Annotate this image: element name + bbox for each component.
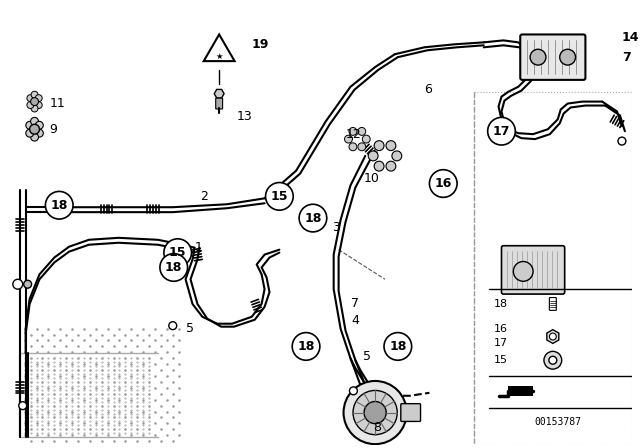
Circle shape	[358, 128, 365, 135]
Circle shape	[353, 391, 397, 435]
Polygon shape	[214, 90, 224, 98]
Polygon shape	[204, 34, 235, 61]
Circle shape	[24, 280, 31, 288]
Circle shape	[31, 133, 38, 141]
Text: 18: 18	[389, 340, 406, 353]
Circle shape	[530, 49, 546, 65]
Text: 19: 19	[252, 38, 269, 51]
Circle shape	[35, 102, 42, 108]
Circle shape	[35, 121, 44, 129]
Circle shape	[364, 401, 386, 424]
Circle shape	[26, 129, 34, 137]
Text: 3: 3	[332, 221, 340, 234]
Circle shape	[374, 141, 384, 151]
Circle shape	[549, 333, 556, 340]
Circle shape	[349, 387, 357, 395]
Text: 15: 15	[271, 190, 288, 203]
Circle shape	[31, 105, 38, 112]
Text: 9: 9	[49, 123, 57, 136]
Text: 6: 6	[424, 83, 433, 96]
Text: 17: 17	[493, 338, 508, 349]
Text: 5: 5	[364, 350, 371, 363]
Circle shape	[299, 204, 327, 232]
FancyBboxPatch shape	[216, 98, 223, 109]
Circle shape	[386, 161, 396, 171]
Text: 18: 18	[493, 299, 508, 309]
Text: 1: 1	[195, 241, 202, 254]
Circle shape	[29, 124, 40, 134]
Text: 18: 18	[298, 340, 315, 353]
Circle shape	[344, 135, 353, 143]
Circle shape	[19, 402, 27, 409]
Circle shape	[349, 143, 357, 151]
Circle shape	[386, 141, 396, 151]
FancyBboxPatch shape	[508, 386, 533, 396]
Text: 18: 18	[51, 199, 68, 212]
Circle shape	[549, 356, 557, 364]
Text: 12: 12	[346, 128, 361, 141]
Text: 13: 13	[237, 110, 253, 123]
Text: 11: 11	[49, 97, 65, 110]
Circle shape	[164, 239, 191, 267]
Circle shape	[374, 161, 384, 171]
Circle shape	[160, 254, 188, 281]
Text: 2: 2	[200, 190, 208, 203]
Circle shape	[358, 143, 365, 151]
Circle shape	[27, 102, 34, 108]
Circle shape	[31, 91, 38, 98]
FancyBboxPatch shape	[502, 246, 564, 294]
Text: 7: 7	[622, 51, 630, 64]
Circle shape	[13, 279, 22, 289]
Circle shape	[27, 95, 34, 102]
Text: 16: 16	[435, 177, 452, 190]
Text: 18: 18	[304, 211, 322, 224]
Circle shape	[488, 117, 515, 145]
Circle shape	[392, 151, 402, 161]
Circle shape	[31, 98, 38, 106]
Text: 4: 4	[351, 314, 359, 327]
FancyBboxPatch shape	[401, 404, 420, 422]
Circle shape	[169, 322, 177, 330]
Text: $\bigstar$: $\bigstar$	[214, 52, 223, 61]
Circle shape	[560, 49, 575, 65]
FancyBboxPatch shape	[520, 34, 586, 80]
Circle shape	[384, 332, 412, 360]
Text: 5: 5	[186, 322, 193, 335]
Polygon shape	[547, 330, 559, 344]
Circle shape	[368, 151, 378, 161]
Circle shape	[362, 135, 370, 143]
Circle shape	[344, 381, 407, 444]
Text: 18: 18	[165, 261, 182, 274]
Circle shape	[292, 332, 320, 360]
Circle shape	[35, 129, 44, 137]
Text: 00153787: 00153787	[534, 418, 581, 427]
Circle shape	[31, 117, 38, 125]
Text: 17: 17	[493, 125, 510, 138]
Text: 14: 14	[622, 31, 639, 44]
Text: 15: 15	[169, 246, 186, 259]
Circle shape	[26, 121, 34, 129]
Circle shape	[35, 95, 42, 102]
Text: 8: 8	[373, 421, 381, 434]
Text: 15: 15	[493, 355, 508, 365]
Circle shape	[429, 170, 457, 198]
Circle shape	[349, 128, 357, 135]
Text: 7: 7	[351, 297, 360, 310]
Text: 10: 10	[364, 172, 379, 185]
Circle shape	[266, 182, 293, 210]
Circle shape	[513, 262, 533, 281]
Text: 16: 16	[493, 323, 508, 334]
FancyBboxPatch shape	[549, 297, 556, 310]
Circle shape	[618, 137, 626, 145]
Circle shape	[45, 191, 73, 219]
Circle shape	[544, 351, 562, 369]
